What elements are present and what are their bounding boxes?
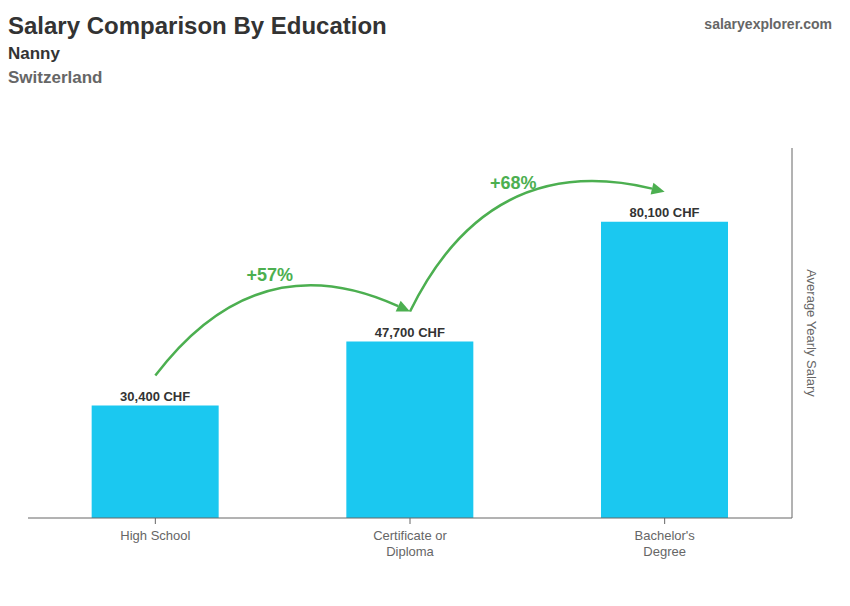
- svg-text:80,100 CHF: 80,100 CHF: [629, 205, 699, 220]
- html-text:Salary Comparison By Education: Salary Comparison By Education: [8, 12, 387, 39]
- svg-text:30,400 CHF: 30,400 CHF: [120, 389, 190, 404]
- svg-text:47,700 CHF: 47,700 CHF: [375, 325, 445, 340]
- svg-text:+57%: +57%: [247, 265, 294, 285]
- svg-text:Average Yearly Salary: Average Yearly Salary: [804, 269, 819, 397]
- html-text:Switzerland: Switzerland: [8, 68, 103, 87]
- svg-text:Bachelor'sDegree: Bachelor'sDegree: [635, 528, 696, 559]
- html-text:Nanny: Nanny: [8, 44, 60, 63]
- html-text:salaryexplorer.com: salaryexplorer.com: [704, 16, 832, 32]
- svg-text:Certificate orDiploma: Certificate orDiploma: [373, 528, 447, 559]
- svg-text:+68%: +68%: [490, 173, 537, 193]
- svg-text:High School: High School: [120, 528, 190, 543]
